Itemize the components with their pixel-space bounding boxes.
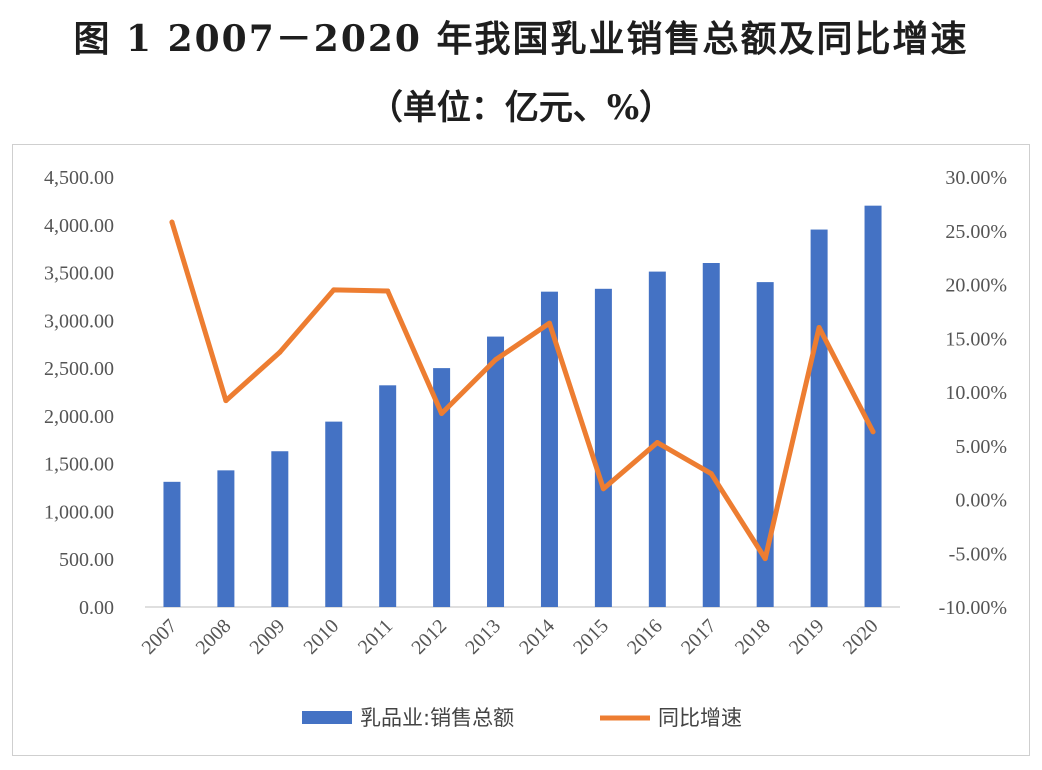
line-point — [385, 288, 391, 294]
page-subtitle: （单位：亿元、%） — [368, 88, 674, 128]
line-point — [546, 320, 552, 326]
line-point — [654, 440, 660, 446]
line-point — [762, 556, 768, 562]
x-tick-label: 2014 — [515, 615, 559, 659]
bar — [217, 470, 235, 607]
bar — [163, 481, 181, 607]
legend-label-sales: 乳品业:销售总额 — [360, 706, 514, 730]
x-tick-label: 2019 — [785, 615, 829, 659]
page-title: 图 1 2007－2020 年我国乳业销售总额及同比增速 — [73, 18, 969, 60]
y-right-tick-label: -10.00% — [939, 597, 1007, 619]
line-point — [708, 471, 714, 477]
y-right-tick-label: 0.00% — [955, 490, 1007, 512]
chart-frame — [12, 144, 1030, 756]
x-tick-label: 2013 — [461, 615, 505, 659]
x-tick-label: 2011 — [354, 615, 397, 658]
bar — [864, 205, 882, 607]
line-point — [493, 357, 499, 363]
y-right-tick-label: 5.00% — [955, 436, 1007, 458]
y-left-tick-label: 2,000.00 — [44, 406, 114, 428]
y-right-tick-label: 15.00% — [945, 328, 1007, 350]
bar — [271, 451, 289, 607]
y-left-tick-label: 0.00 — [79, 597, 114, 619]
line-point — [870, 429, 876, 435]
y-right-tick-label: 10.00% — [945, 382, 1007, 404]
y-left-tick-label: 3,500.00 — [44, 263, 114, 285]
y-right-tick-label: 30.00% — [945, 167, 1007, 189]
line-point — [331, 287, 337, 293]
y-left-tick-label: 500.00 — [59, 549, 114, 571]
series-line-growth — [169, 219, 876, 562]
bar — [702, 263, 720, 607]
y-right-tick-label: 20.00% — [945, 275, 1007, 297]
line-point — [439, 411, 445, 416]
line-point — [816, 325, 822, 330]
bar — [594, 288, 612, 607]
legend-label-growth: 同比增速 — [658, 706, 742, 730]
legend-swatch-sales — [302, 711, 352, 724]
bar — [756, 282, 774, 607]
y-left-tick-label: 1,000.00 — [44, 501, 114, 523]
y-left-tick-label: 2,500.00 — [44, 358, 114, 380]
x-tick-label: 2008 — [192, 615, 236, 659]
y-left-tick-label: 4,000.00 — [44, 215, 114, 237]
x-tick-label: 2015 — [569, 615, 613, 659]
line-point — [277, 349, 283, 355]
line-point — [169, 219, 175, 225]
x-tick-label: 2010 — [299, 615, 343, 659]
bar — [433, 368, 451, 607]
y-right-tick-label: -5.00% — [949, 543, 1007, 565]
x-tick-label: 2017 — [677, 615, 721, 659]
line-point — [223, 398, 229, 404]
y-left-tick-label: 1,500.00 — [44, 454, 114, 476]
bar — [810, 229, 828, 608]
bar — [648, 271, 666, 607]
line-point — [600, 486, 606, 492]
x-tick-label: 2018 — [731, 615, 775, 659]
y-left-tick-label: 3,000.00 — [44, 310, 114, 332]
x-tick-label: 2016 — [623, 615, 667, 659]
x-tick-label: 2009 — [246, 615, 290, 659]
bar — [379, 385, 397, 607]
bar — [487, 336, 505, 607]
y-right-tick-label: 25.00% — [945, 221, 1007, 243]
x-tick-label: 2007 — [138, 615, 182, 659]
bar — [325, 421, 343, 607]
x-tick-label: 2012 — [407, 615, 451, 659]
bar — [540, 291, 558, 607]
x-tick-label: 2020 — [839, 615, 883, 659]
y-left-tick-label: 4,500.00 — [44, 167, 114, 189]
